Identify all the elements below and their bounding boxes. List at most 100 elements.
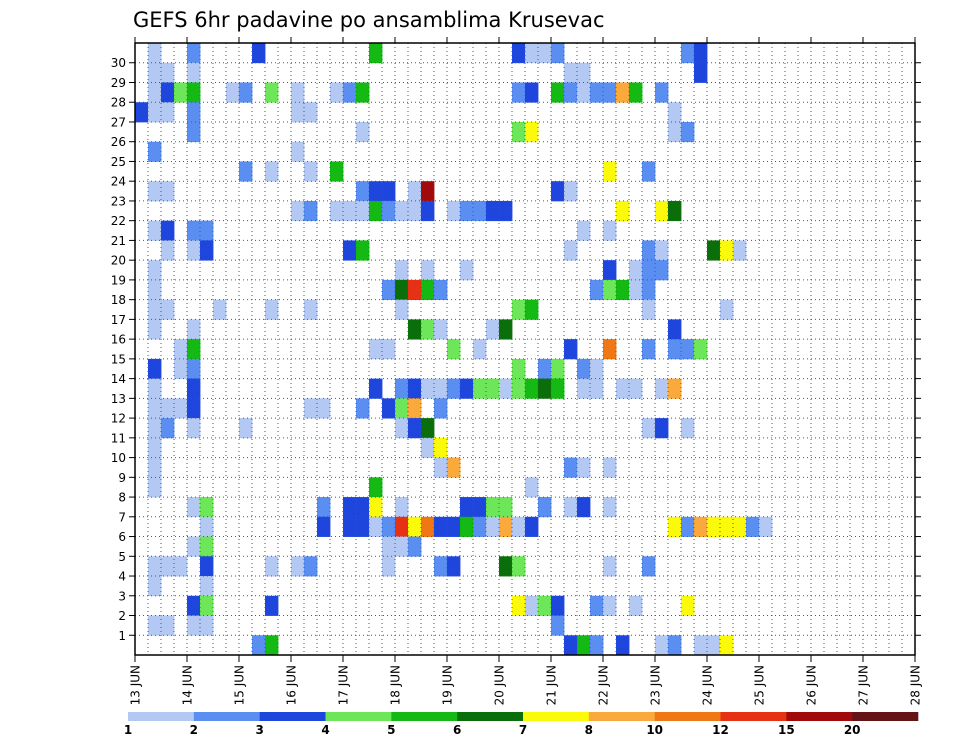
heatmap-cell bbox=[148, 615, 162, 636]
heatmap-cell bbox=[434, 398, 448, 419]
heatmap-cell bbox=[395, 200, 409, 222]
legend-swatch bbox=[720, 712, 787, 721]
heatmap-cell bbox=[681, 43, 695, 64]
legend-label: 10 bbox=[646, 723, 663, 737]
y-tick-label: 27 bbox=[111, 115, 126, 129]
y-tick-label: 13 bbox=[111, 392, 126, 406]
heatmap-cell bbox=[486, 378, 500, 399]
heatmap-cell bbox=[148, 279, 162, 301]
y-tick-label: 25 bbox=[111, 155, 126, 169]
heatmap-cell bbox=[187, 319, 201, 340]
heatmap-cell bbox=[382, 279, 396, 301]
heatmap-cell bbox=[395, 418, 409, 439]
heatmap-cell bbox=[577, 378, 591, 399]
x-tick-label: 26 JUN bbox=[805, 665, 819, 705]
heatmap-cell bbox=[642, 418, 656, 439]
heatmap-cell bbox=[473, 497, 487, 518]
heatmap-cell bbox=[395, 299, 409, 320]
y-tick-label: 5 bbox=[118, 550, 126, 564]
heatmap-cell bbox=[655, 260, 669, 281]
legend-label: 4 bbox=[321, 723, 329, 737]
legend-swatch bbox=[325, 712, 392, 721]
heatmap-cell bbox=[148, 141, 162, 162]
y-tick-label: 30 bbox=[111, 56, 126, 70]
x-tick-label: 15 JUN bbox=[233, 665, 247, 705]
heatmap-cell bbox=[187, 220, 201, 241]
heatmap-cell bbox=[642, 240, 656, 261]
heatmap-cell bbox=[473, 200, 487, 222]
y-tick-label: 10 bbox=[111, 451, 126, 465]
heatmap-cell bbox=[187, 358, 201, 380]
heatmap-cell bbox=[226, 82, 240, 103]
heatmap-cell bbox=[629, 378, 643, 399]
heatmap-cell bbox=[291, 102, 305, 123]
heatmap-cell bbox=[681, 339, 695, 360]
heatmap-cell bbox=[408, 181, 422, 202]
heatmap-cell bbox=[304, 102, 318, 123]
heatmap-cell bbox=[421, 200, 435, 222]
heatmap-cell bbox=[447, 378, 461, 399]
heatmap-cell bbox=[486, 319, 500, 340]
heatmap-cell bbox=[564, 240, 578, 261]
heatmap-cell bbox=[473, 339, 487, 360]
heatmap-cell bbox=[525, 477, 539, 498]
heatmap-cell bbox=[304, 299, 318, 320]
heatmap-cell bbox=[499, 378, 513, 399]
heatmap-cell bbox=[577, 220, 591, 241]
heatmap-cell bbox=[421, 260, 435, 281]
heatmap-cell bbox=[603, 220, 617, 241]
heatmap-cell bbox=[655, 418, 669, 439]
heatmap-cell bbox=[733, 240, 747, 261]
heatmap-cell bbox=[564, 635, 578, 656]
heatmap-cell bbox=[434, 556, 448, 577]
heatmap-cell bbox=[421, 437, 435, 458]
y-tick-label: 17 bbox=[111, 313, 126, 327]
heatmap-cell bbox=[538, 378, 552, 399]
heatmap-cell bbox=[369, 181, 383, 202]
heatmap-cell bbox=[265, 82, 279, 103]
y-tick-label: 18 bbox=[111, 293, 126, 307]
heatmap-cell bbox=[187, 398, 201, 419]
color-legend: 1 2 3 4 5 6 7 8 10 12 15 20 bbox=[124, 712, 919, 737]
heatmap-cell bbox=[486, 200, 500, 222]
heatmap-cell bbox=[447, 556, 461, 577]
legend-label: 6 bbox=[453, 723, 461, 737]
heatmap-cell bbox=[564, 181, 578, 202]
legend-label: 7 bbox=[519, 723, 527, 737]
heatmap-cell bbox=[551, 615, 565, 636]
heatmap-cell bbox=[499, 319, 513, 340]
heatmap-cell bbox=[161, 181, 175, 202]
heatmap-cell bbox=[356, 516, 370, 537]
y-tick-label: 20 bbox=[111, 254, 126, 268]
heatmap-cell bbox=[564, 82, 578, 103]
heatmap-cell bbox=[434, 279, 448, 301]
heatmap-cell bbox=[434, 457, 448, 478]
legend-label: 3 bbox=[255, 723, 263, 737]
heatmap-cell bbox=[551, 181, 565, 202]
heatmap-cell bbox=[148, 102, 162, 123]
heatmap-cell bbox=[200, 615, 214, 636]
heatmap-cell bbox=[356, 121, 370, 143]
y-tick-label: 15 bbox=[111, 352, 126, 366]
heatmap-cell bbox=[603, 279, 617, 301]
heatmap-cell bbox=[590, 378, 604, 399]
heatmap-cell bbox=[655, 378, 669, 399]
heatmap-cell bbox=[161, 398, 175, 419]
x-tick-label: 28 JUN bbox=[909, 665, 923, 705]
y-tick-label: 24 bbox=[111, 175, 126, 189]
heatmap-cell bbox=[629, 595, 643, 616]
heatmap-cell bbox=[200, 536, 214, 557]
y-tick-label: 3 bbox=[118, 589, 126, 603]
heatmap-cell bbox=[603, 82, 617, 103]
heatmap-cell bbox=[759, 516, 773, 537]
heatmap-cell bbox=[694, 339, 708, 360]
heatmap-cell bbox=[356, 398, 370, 419]
heatmap-cell bbox=[200, 576, 214, 597]
heatmap-cell bbox=[668, 516, 682, 537]
heatmap-cell bbox=[668, 635, 682, 656]
heatmap-cell bbox=[564, 497, 578, 518]
heatmap-cell bbox=[421, 279, 435, 301]
heatmap-cell bbox=[603, 339, 617, 360]
x-tick-label: 22 JUN bbox=[597, 665, 611, 705]
heatmap-cell bbox=[187, 497, 201, 518]
